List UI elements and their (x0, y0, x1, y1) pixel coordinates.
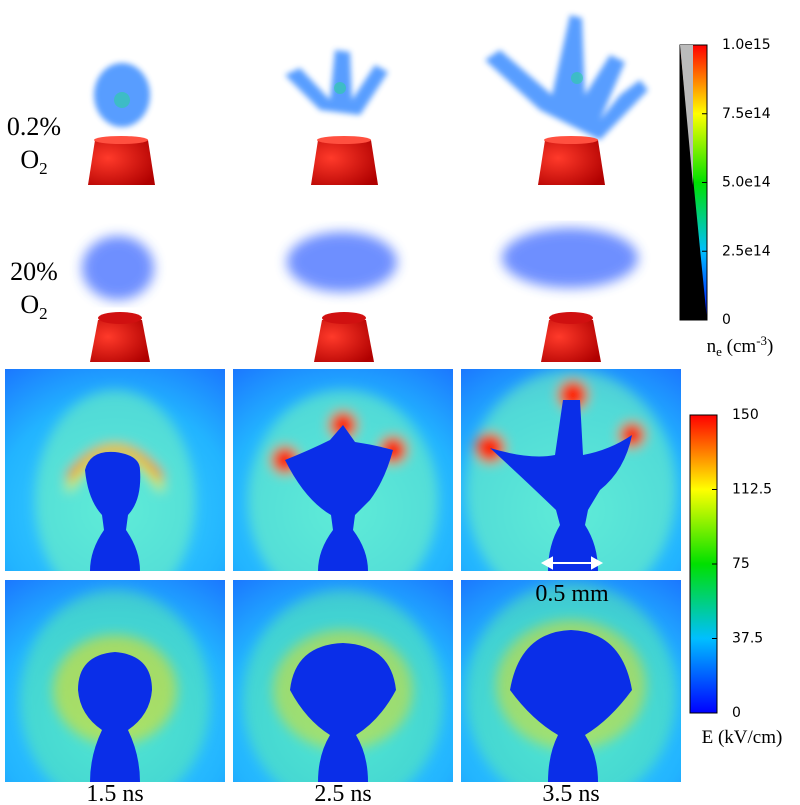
column-label: 2.5 ns (314, 781, 371, 805)
scale-bar (540, 556, 604, 570)
streamer-render (82, 15, 648, 362)
column-label: 1.5 ns (86, 781, 143, 805)
subscript: 2 (39, 159, 48, 178)
colorbar-tick-label: 0 (722, 312, 731, 328)
colorbar-tick-label: 5.0e14 (722, 175, 771, 191)
scale-bar-label: 0.5 mm (535, 581, 609, 607)
colorbar-tick-label: 1.0e15 (722, 37, 771, 53)
unit-close: ) (767, 336, 773, 357)
row-label-species: O2 (20, 290, 47, 323)
colorbar-tick-label: 75 (732, 556, 750, 572)
colorbar-tick-label: 0 (732, 705, 741, 721)
column-label: 3.5 ns (542, 781, 599, 805)
subscript: 2 (39, 304, 48, 323)
unit: (cm (722, 336, 757, 357)
colorbar-tick-label: 150 (732, 407, 759, 423)
colorbar-tick-label: 37.5 (732, 631, 763, 647)
row-label: 20% (10, 257, 58, 286)
species: O (20, 290, 39, 319)
species: O (20, 145, 39, 174)
symbol: n (707, 336, 717, 357)
colorbar-label: E (kV/cm) (702, 727, 783, 748)
exponent: -3 (756, 333, 767, 348)
colorbar-label: ne (cm-3) (707, 333, 774, 359)
colorbar-tick-label: 2.5e14 (722, 243, 771, 259)
opacity-ramp (680, 45, 693, 185)
row-label: 0.2% (7, 112, 61, 141)
colorbar-tick-label: 112.5 (732, 482, 772, 498)
row-label-species: O2 (20, 145, 47, 178)
field-panels (5, 369, 681, 782)
subscript: e (716, 344, 722, 359)
density-colorbar (679, 44, 708, 321)
colorbar-tick-label: 7.5e14 (722, 106, 771, 122)
